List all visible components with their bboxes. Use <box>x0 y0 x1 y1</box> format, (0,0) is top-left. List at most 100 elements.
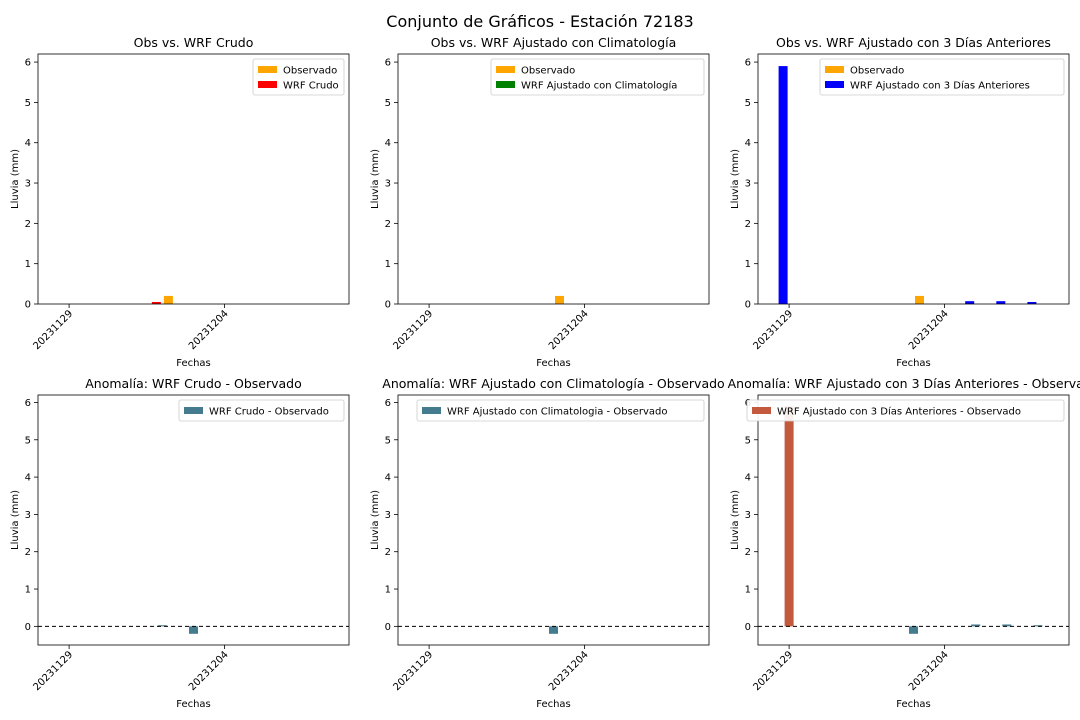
bar-1-2 <box>189 626 198 634</box>
y-tick-label: 6 <box>745 58 751 69</box>
y-tick-label: 3 <box>25 510 31 521</box>
y-axis-label: Lluvia (mm) <box>10 149 21 209</box>
legend-swatch <box>825 66 844 73</box>
legend-swatch <box>496 81 515 88</box>
plot-area <box>38 395 349 645</box>
plot-frame <box>757 53 1070 305</box>
bar-2-1 <box>778 66 788 304</box>
x-axis-label: Fechas <box>176 358 211 369</box>
y-tick-label: 4 <box>745 473 751 484</box>
legend-swatch <box>184 407 203 414</box>
legend: Observado WRF Ajustado con Climatología <box>490 58 705 96</box>
bar-2-1 <box>909 626 918 634</box>
plot-area <box>398 395 709 645</box>
panel-title: Obs vs. WRF Ajustado con Climatología <box>431 35 677 50</box>
legend-swatch <box>258 66 277 73</box>
y-tick-label: 5 <box>25 435 31 446</box>
panel-title: Obs vs. WRF Ajustado con 3 Días Anterior… <box>776 35 1051 50</box>
panel-title: Anomalía: WRF Ajustado con Climatología … <box>382 376 724 391</box>
y-tick-label: 4 <box>745 138 751 149</box>
y-tick-label: 5 <box>745 435 751 446</box>
legend-box <box>416 399 705 422</box>
y-tick-label: 6 <box>25 58 31 69</box>
bar-1-1 <box>915 295 924 304</box>
y-tick-label: 3 <box>745 179 751 190</box>
legend-box <box>746 399 1065 422</box>
y-axis-label: Lluvia (mm) <box>730 490 741 550</box>
bar-1-1 <box>163 295 173 304</box>
y-tick-label: 1 <box>25 259 31 270</box>
y-tick-label: 5 <box>385 98 391 109</box>
legend-label: WRF Crudo <box>283 81 339 92</box>
legend: WRF Ajustado con Climatologia - Observad… <box>416 399 705 422</box>
x-axis-label: Fechas <box>896 699 931 710</box>
legend-label: Observado <box>283 66 337 77</box>
y-tick-label: 4 <box>385 473 391 484</box>
figure-suptitle: Conjunto de Gráficos - Estación 72183 <box>386 12 693 31</box>
y-tick-label: 2 <box>385 219 391 230</box>
legend-label: WRF Ajustado con Climatologia - Observad… <box>447 407 668 418</box>
legend-label: WRF Ajustado con 3 Días Anteriores - Obs… <box>777 406 1021 418</box>
bar-2-3 <box>1002 624 1012 627</box>
legend-label: Observado <box>521 66 575 77</box>
y-axis-label: Lluvia (mm) <box>370 149 381 209</box>
chart-panel-4: Anomalía: WRF Crudo - Observado012345620… <box>10 376 350 710</box>
legend-swatch <box>496 66 515 73</box>
y-tick-label: 6 <box>385 58 391 69</box>
y-tick-label: 3 <box>385 510 391 521</box>
legend-label: WRF Ajustado con 3 Días Anteriores <box>850 80 1030 92</box>
y-tick-label: 0 <box>25 300 31 311</box>
y-tick-label: 5 <box>25 98 31 109</box>
y-tick-label: 2 <box>25 219 31 230</box>
y-tick-label: 1 <box>745 585 751 596</box>
y-tick-label: 0 <box>385 622 391 633</box>
legend-label: Observado <box>850 66 904 77</box>
plot-area <box>398 54 709 304</box>
y-tick-label: 1 <box>385 259 391 270</box>
y-tick-label: 6 <box>385 398 391 409</box>
legend: WRF Crudo - Observado <box>178 399 345 422</box>
y-axis-label: Lluvia (mm) <box>10 490 21 550</box>
y-tick-label: 2 <box>745 547 751 558</box>
y-tick-label: 0 <box>385 300 391 311</box>
panel-title: Anomalía: WRF Crudo - Observado <box>85 376 302 391</box>
y-tick-label: 4 <box>25 138 31 149</box>
legend-box <box>490 58 705 96</box>
chart-panel-2: Obs vs. WRF Ajustado con Climatología 0 1 2… <box>370 35 710 369</box>
x-axis-label: Fechas <box>536 358 571 369</box>
y-tick-label: 0 <box>25 622 31 633</box>
bar-1-1 <box>157 625 167 627</box>
y-tick-label: 2 <box>25 547 31 558</box>
bar-2-4 <box>1027 301 1037 304</box>
legend: Observado WRF Ajustado con 3 Días Anterio… <box>819 58 1065 96</box>
y-tick-label: 2 <box>385 547 391 558</box>
x-axis-label: Fechas <box>896 358 931 369</box>
legend-swatch <box>422 407 441 414</box>
y-tick-label: 1 <box>25 585 31 596</box>
plot-frame <box>757 394 1070 646</box>
legend: Observado WRF Crudo <box>252 58 345 96</box>
y-tick-label: 0 <box>745 300 751 311</box>
y-tick-label: 5 <box>385 435 391 446</box>
y-tick-label: 5 <box>745 98 751 109</box>
y-tick-label: 3 <box>745 510 751 521</box>
bar-1-1 <box>555 295 564 304</box>
x-axis-label: Fechas <box>536 699 571 710</box>
legend-label: WRF Crudo - Observado <box>209 407 329 418</box>
y-tick-label: 6 <box>25 398 31 409</box>
legend-box <box>178 399 345 422</box>
x-axis-label: Fechas <box>176 699 211 710</box>
bar-1-1 <box>549 626 558 634</box>
plot-frame <box>37 394 350 646</box>
legend: WRF Ajustado con 3 Días Anteriores - Obs… <box>746 399 1065 422</box>
panel-title: Anomalía: WRF Ajustado con 3 Días Anteri… <box>728 376 1080 391</box>
bar-2-4 <box>1033 625 1043 627</box>
y-tick-label: 4 <box>385 138 391 149</box>
plot-frame <box>37 53 350 305</box>
legend-swatch <box>258 81 277 88</box>
legend-swatch <box>825 81 844 88</box>
chart-panel-3: Obs vs. WRF Ajustado con 3 Días Anterior… <box>730 35 1070 369</box>
bar-2-2 <box>971 624 981 627</box>
y-tick-label: 4 <box>25 473 31 484</box>
bar-1-1 <box>784 406 794 627</box>
